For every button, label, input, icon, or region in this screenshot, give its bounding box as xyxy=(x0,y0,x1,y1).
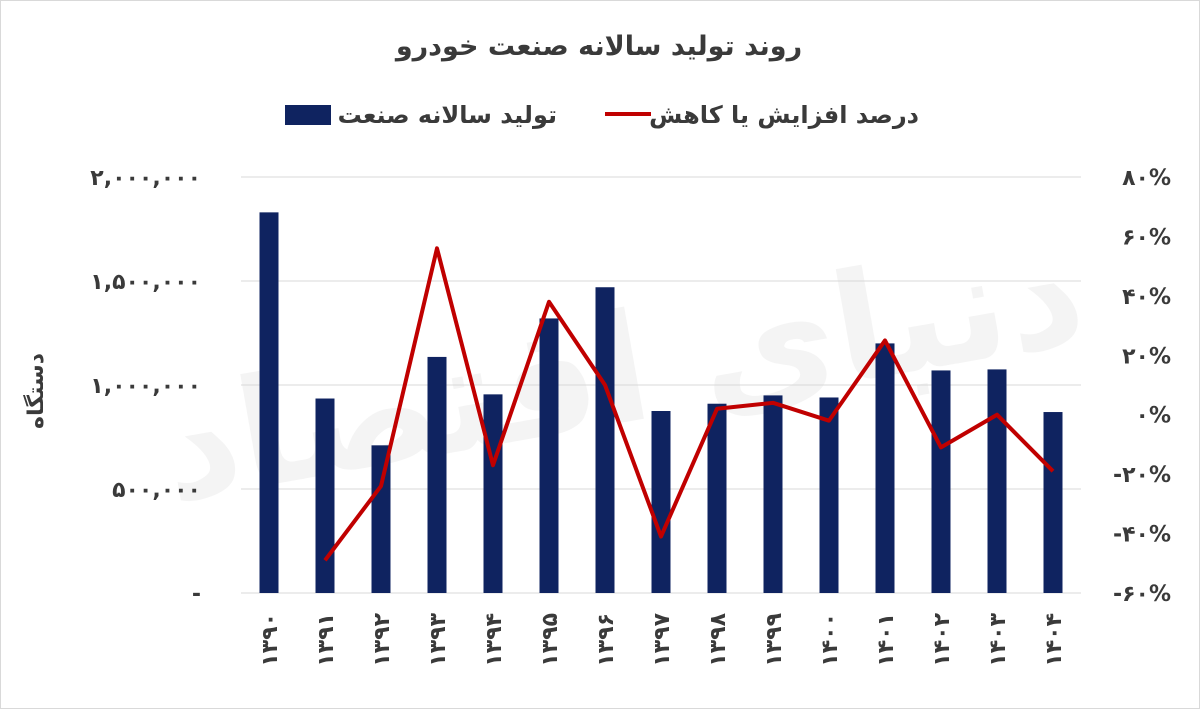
left-axis-ticks: - ۵۰۰,۰۰۰ ۱,۰۰۰,۰۰۰ ۱,۵۰۰,۰۰۰ ۲,۰۰۰,۰۰۰ xyxy=(90,166,201,607)
right-tick-label: ۸۰% xyxy=(1122,166,1171,191)
x-tick-label: ۱۳۹۲ xyxy=(370,612,395,666)
right-axis-ticks: -۶۰% -۴۰% -۲۰% ۰% ۲۰% ۴۰% ۶۰% ۸۰% xyxy=(1113,166,1171,607)
watermark-text: دنیای اقتصاد xyxy=(148,204,1097,537)
bar xyxy=(651,411,671,593)
x-tick-label: ۱۳۹۵ xyxy=(538,613,563,667)
x-tick-label: ۱۴۰۴ xyxy=(1042,613,1067,667)
y-axis-label: دستگاه xyxy=(22,353,49,429)
x-tick-label: ۱۳۹۷ xyxy=(650,612,675,666)
bar xyxy=(315,398,335,593)
x-tick-label: ۱۴۰۲ xyxy=(930,612,955,666)
x-tick-label: ۱۳۹۹ xyxy=(762,613,787,667)
bar xyxy=(875,343,895,593)
x-tick-label: ۱۳۹۳ xyxy=(426,612,451,666)
x-tick-label: ۱۴۰۰ xyxy=(818,613,843,667)
right-tick-label: ۰% xyxy=(1136,404,1171,429)
chart-title: روند تولید سالانه صنعت خودرو xyxy=(394,31,802,62)
x-tick-label: ۱۳۹۸ xyxy=(706,612,731,666)
left-tick-label: ۵۰۰,۰۰۰ xyxy=(112,478,201,503)
bar xyxy=(763,395,783,593)
bar xyxy=(483,394,503,593)
bar xyxy=(539,318,559,593)
x-tick-label: ۱۴۰۱ xyxy=(874,613,899,667)
bar xyxy=(1043,412,1063,593)
left-tick-label: ۱,۰۰۰,۰۰۰ xyxy=(90,374,201,399)
x-axis-ticks: ۱۳۹۰ ۱۳۹۱ ۱۳۹۲ ۱۳۹۳ ۱۳۹۴ ۱۳۹۵ ۱۳۹۶ ۱۳۹۷ ۱۳۹۸ ۱۳۹۹… xyxy=(258,612,1067,666)
legend-bar-swatch xyxy=(285,105,331,125)
change-percent-line xyxy=(323,246,1055,562)
left-tick-label: - xyxy=(192,582,201,607)
bar xyxy=(371,445,391,593)
left-tick-label: ۲,۰۰۰,۰۰۰ xyxy=(90,166,201,191)
bar xyxy=(259,212,279,594)
left-tick-label: ۱,۵۰۰,۰۰۰ xyxy=(90,270,201,295)
right-tick-label: ۶۰% xyxy=(1122,225,1171,250)
legend-line-label: درصد افزایش یا کاهش xyxy=(649,101,919,129)
line-series xyxy=(323,246,1055,562)
right-tick-label: -۲۰% xyxy=(1113,463,1171,488)
right-tick-label: -۴۰% xyxy=(1113,523,1171,548)
bar xyxy=(987,369,1007,593)
bar xyxy=(427,356,447,593)
bar xyxy=(819,397,839,593)
legend: تولید سالانه صنعت درصد افزایش یا کاهش xyxy=(285,101,919,129)
x-tick-label: ۱۴۰۳ xyxy=(986,612,1011,666)
bar xyxy=(707,403,727,593)
right-tick-label: ۴۰% xyxy=(1122,285,1171,310)
right-tick-label: -۶۰% xyxy=(1113,582,1171,607)
x-tick-label: ۱۳۹۴ xyxy=(482,613,507,667)
x-tick-label: ۱۳۹۰ xyxy=(258,613,283,667)
bar xyxy=(595,287,615,593)
legend-bar-label: تولید سالانه صنعت xyxy=(338,101,557,129)
x-tick-label: ۱۳۹۶ xyxy=(594,613,619,667)
x-tick-label: ۱۳۹۱ xyxy=(314,613,339,667)
right-tick-label: ۲۰% xyxy=(1122,344,1171,369)
bar xyxy=(931,370,951,593)
bar-series xyxy=(259,212,1063,594)
